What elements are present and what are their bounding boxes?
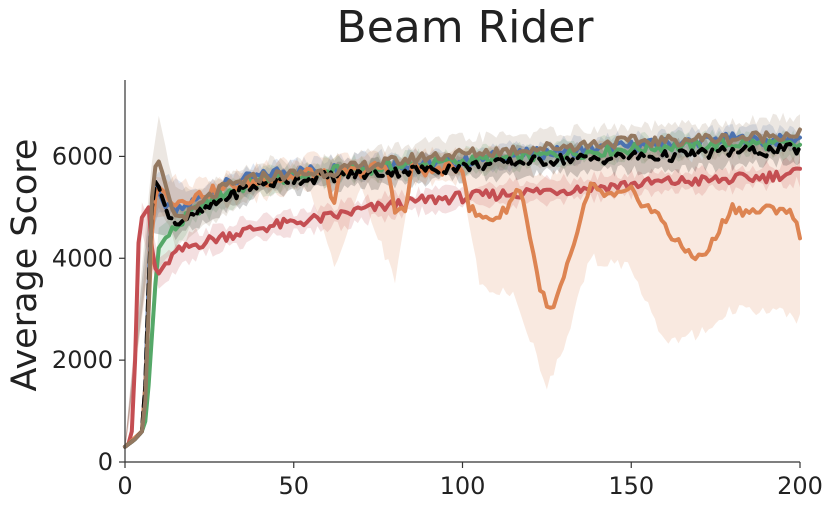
series-band-3 bbox=[125, 140, 800, 450]
series-line-2 bbox=[123, 166, 802, 449]
x-tick-label: 150 bbox=[608, 472, 654, 500]
x-tick-label: 0 bbox=[117, 472, 132, 500]
series-lines bbox=[123, 127, 802, 449]
series-line-5 bbox=[123, 127, 802, 449]
y-tick-label: 6000 bbox=[52, 142, 113, 170]
y-tick-label: 0 bbox=[98, 448, 113, 476]
y-tick-label: 4000 bbox=[52, 244, 113, 272]
x-tick-label: 200 bbox=[777, 472, 823, 500]
x-tick-label: 50 bbox=[278, 472, 309, 500]
series-line-4 bbox=[123, 142, 802, 449]
series-band-2 bbox=[125, 156, 800, 450]
y-tick-label: 2000 bbox=[52, 346, 113, 374]
series-band-4 bbox=[125, 132, 800, 450]
x-tick-label: 100 bbox=[440, 472, 486, 500]
chart-title: Beam Rider bbox=[336, 2, 594, 53]
